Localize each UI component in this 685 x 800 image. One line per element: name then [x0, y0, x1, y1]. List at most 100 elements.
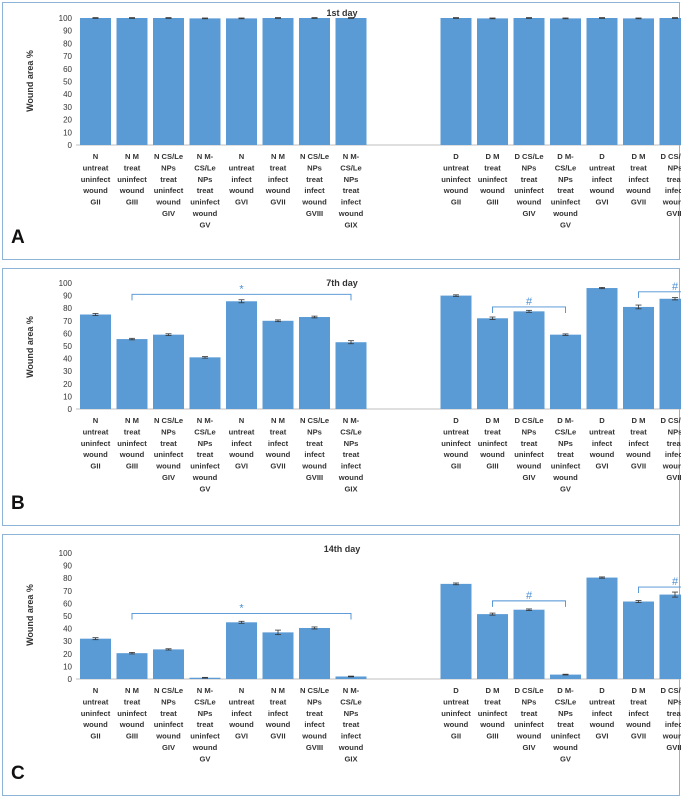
x-tick-label-line: infect: [231, 709, 252, 718]
x-tick-label-line: infect: [268, 439, 289, 448]
bar: [116, 18, 148, 145]
x-tick-label-line: N: [93, 152, 98, 161]
x-tick-label: N CS/Le NPs treat infect wound GVIII: [300, 686, 329, 752]
x-tick-label-line: N: [239, 686, 244, 695]
x-tick-label-line: infect: [592, 439, 613, 448]
bar: [513, 18, 545, 145]
x-tick-label-line: NPs: [558, 439, 573, 448]
x-tick-label-line: N M-: [343, 416, 360, 425]
x-tick-label: D CS/Le NPs treat infect wound GVIII: [660, 152, 681, 218]
x-tick-label-line: wound: [516, 732, 542, 741]
x-tick-label-line: uninfect: [551, 198, 581, 207]
x-tick-label-line: treat: [124, 697, 141, 706]
bar: [477, 18, 508, 146]
x-tick-label-line: wound: [301, 462, 327, 471]
bar: [659, 18, 681, 145]
panel-a: 1st day Wound area % 0 10 20 30 40 50 60 70 80 90 10…: [2, 2, 681, 260]
x-tick-label-line: untreat: [589, 427, 615, 436]
x-tick-label-line: untreat: [83, 163, 109, 172]
bar: [623, 601, 654, 679]
x-tick-label-line: GVIII: [306, 743, 323, 752]
x-tick-label-line: treat: [160, 709, 177, 718]
x-tick-label-line: infect: [231, 175, 252, 184]
bar: [262, 632, 294, 679]
x-tick-label-line: wound: [155, 732, 181, 741]
significance-bracket: [638, 291, 681, 298]
x-tick-label-line: GVI: [235, 732, 248, 741]
x-tick-label-line: GVIII: [666, 743, 681, 752]
significance-bracket: [492, 306, 566, 313]
x-tick-label-line: GVII: [270, 462, 285, 471]
x-tick-label-line: D: [453, 152, 459, 161]
chart-panel-b: 7th day Wound area % 0 10 20 30 40 50 60 70 80 90 10…: [11, 278, 681, 514]
x-tick-label-line: untreat: [443, 697, 469, 706]
x-tick-label-line: wound: [516, 462, 542, 471]
x-tick-label-line: D: [599, 686, 605, 695]
x-tick-label-line: GIV: [162, 473, 176, 482]
y-tick-label: 60: [63, 329, 72, 338]
x-tick-label-line: GIX: [344, 754, 357, 763]
x-tick-label-line: wound: [228, 450, 254, 459]
significance-bracket: [638, 586, 681, 594]
x-tick-label: N CS/Le NPs treat infect wound GVIII: [300, 152, 329, 218]
x-tick-label-line: untreat: [589, 697, 615, 706]
x-tick-label: N CS/Le NPs treat uninfect wound GIV: [154, 686, 184, 752]
bar: [153, 334, 184, 409]
x-tick-label: D M treat uninfect wound GIII: [478, 416, 508, 471]
x-tick-label: D CS/Le NPs treat uninfect wound GIV: [514, 416, 544, 482]
x-tick-label: D CS/Le NPs treat uninfect wound GIV: [514, 152, 544, 218]
x-tick-label-line: N M: [125, 416, 139, 425]
x-tick-label-line: uninfect: [154, 450, 184, 459]
bar: [659, 298, 681, 409]
x-tick-label-line: treat: [124, 427, 141, 436]
x-tick-label: N M- CS/Le NPs treat uninfect wound GV: [190, 416, 220, 493]
y-tick-label: 100: [59, 14, 73, 23]
x-tick-label-line: N: [239, 152, 244, 161]
x-tick-label: N M treat infect wound GVII: [265, 416, 291, 471]
bar: [226, 622, 257, 679]
panel-b: 7th day Wound area % 0 10 20 30 40 50 60 70 80 90 10…: [2, 268, 681, 526]
x-tick-label-line: treat: [306, 439, 323, 448]
x-tick-label-line: uninfect: [514, 450, 544, 459]
x-tick-label-line: wound: [662, 198, 681, 207]
bar: [550, 674, 581, 679]
x-tick-label: D M treat infect wound GVII: [625, 416, 651, 471]
x-tick-label-line: N CS/Le: [154, 152, 183, 161]
y-tick-label: 0: [68, 405, 73, 414]
x-tick-label-line: wound: [516, 198, 542, 207]
x-tick-label-line: GVI: [595, 732, 608, 741]
chart-title: 1st day: [326, 8, 357, 18]
x-tick-label-line: treat: [557, 450, 574, 459]
x-tick-label-line: uninfect: [441, 439, 471, 448]
x-tick-label-line: GII: [90, 198, 100, 207]
x-tick-label-line: wound: [589, 450, 615, 459]
x-tick-label-line: N CS/Le: [154, 686, 183, 695]
x-tick-label-line: treat: [521, 709, 538, 718]
x-tick-label-line: treat: [521, 175, 538, 184]
x-tick-label-line: D CS/Le: [514, 152, 543, 161]
x-tick-label-line: treat: [557, 720, 574, 729]
x-tick-label-line: N CS/Le: [300, 686, 329, 695]
significance-marker: #: [672, 576, 679, 588]
x-tick-label-line: treat: [197, 450, 214, 459]
x-tick-label-line: N M: [271, 152, 285, 161]
x-tick-label-line: treat: [484, 427, 501, 436]
x-tick-label-line: treat: [160, 439, 177, 448]
x-tick-label-line: treat: [667, 439, 681, 448]
x-tick-label-line: GII: [90, 462, 100, 471]
x-tick-label-line: D M-: [557, 416, 574, 425]
x-tick-label-line: D: [599, 416, 605, 425]
x-tick-label-line: GVIII: [306, 473, 323, 482]
significance-marker: #: [672, 281, 679, 293]
y-tick-label: 100: [59, 549, 73, 558]
x-tick-label-line: GVII: [631, 732, 646, 741]
x-tick-label: D M- CS/Le NPs treat uninfect wound GV: [551, 152, 581, 229]
x-tick-label-line: infect: [231, 439, 252, 448]
x-tick-label-line: uninfect: [514, 720, 544, 729]
x-tick-label: N M treat infect wound GVII: [265, 686, 291, 741]
significance-marker: *: [239, 283, 244, 295]
